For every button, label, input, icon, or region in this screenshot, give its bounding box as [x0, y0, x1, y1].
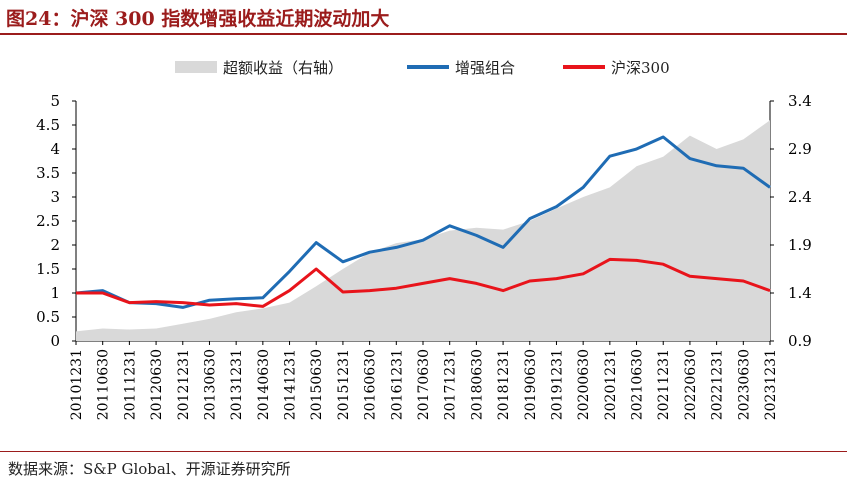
- x-tick-label: 20220630: [683, 349, 699, 420]
- x-tick-label: 20130630: [202, 349, 218, 420]
- x-tick-label: 20231231: [763, 349, 779, 420]
- x-tick-label: 20170630: [416, 349, 432, 420]
- legend-swatch-0: [175, 61, 217, 73]
- right-tick-label: 1.4: [788, 284, 812, 302]
- series-line-1: [75, 135, 771, 309]
- left-tick-label: 1.5: [36, 260, 60, 278]
- x-tick-label: 20200630: [576, 349, 592, 420]
- legend-label-0: 超额收益（右轴）: [223, 59, 343, 77]
- x-tick-label: 20161231: [389, 349, 405, 420]
- x-tick-label: 20181231: [496, 349, 512, 420]
- left-tick-label: 0.5: [36, 308, 60, 326]
- x-tick-label: 20120630: [149, 349, 165, 420]
- source-note: 数据来源：S&P Global、开源证券研究所: [8, 460, 291, 478]
- right-tick-label: 2.4: [788, 188, 812, 206]
- x-tick-label: 20141231: [283, 349, 299, 420]
- right-tick-label: 0.9: [788, 332, 812, 350]
- right-tick-label: 2.9: [788, 140, 812, 158]
- left-tick-label: 2: [50, 236, 60, 254]
- x-tick-label: 20151231: [336, 349, 352, 420]
- x-tick-label: 20160630: [363, 349, 379, 420]
- x-tick-label: 20211231: [656, 349, 672, 420]
- x-tick-label: 20140630: [256, 349, 272, 420]
- left-tick-label: 4.5: [36, 116, 60, 134]
- x-tick-label: 20121231: [176, 349, 192, 420]
- x-tick-label: 20171231: [443, 349, 459, 420]
- left-tick-label: 1: [50, 284, 60, 302]
- left-tick-label: 2.5: [36, 212, 60, 230]
- left-tick-label: 3.5: [36, 164, 60, 182]
- series-line-2: [76, 257, 771, 308]
- left-tick-label: 0: [50, 332, 60, 350]
- figure-title: 图24：沪深 300 指数增强收益近期波动加大: [6, 8, 390, 30]
- x-tick-label: 20150630: [309, 349, 325, 420]
- right-tick-label: 1.9: [788, 236, 812, 254]
- left-tick-label: 3: [50, 188, 60, 206]
- x-tick-label: 20210630: [630, 349, 646, 420]
- x-tick-label: 20101231: [69, 349, 85, 420]
- x-tick-label: 20201231: [603, 349, 619, 420]
- right-tick-label: 3.4: [788, 92, 812, 110]
- x-tick-label: 20131231: [229, 349, 245, 420]
- chart: 超额收益（右轴） 增强组合 沪深300 0 0.5 1 1.5 2 2.5 3 3.5 4 4.5 5 0.…: [36, 59, 812, 420]
- x-tick-label: 20191231: [549, 349, 565, 420]
- figure-header: 图24：沪深 300 指数增强收益近期波动加大: [0, 0, 847, 32]
- x-tick-label: 20180630: [469, 349, 485, 420]
- x-tick-label: 20230630: [736, 349, 752, 420]
- series-area-excess: [76, 120, 770, 341]
- x-tick-label: 20221231: [710, 349, 726, 420]
- x-tick-label: 20190630: [523, 349, 539, 420]
- title-divider: [0, 33, 847, 35]
- left-tick-label: 5: [50, 92, 60, 110]
- legend-label-2: 沪深300: [611, 59, 670, 77]
- x-tick-label: 20110630: [96, 349, 112, 420]
- left-tick-label: 4: [50, 140, 60, 158]
- x-tick-label: 20111231: [122, 349, 138, 420]
- legend-label-1: 增强组合: [455, 59, 515, 77]
- source-divider: [0, 451, 847, 452]
